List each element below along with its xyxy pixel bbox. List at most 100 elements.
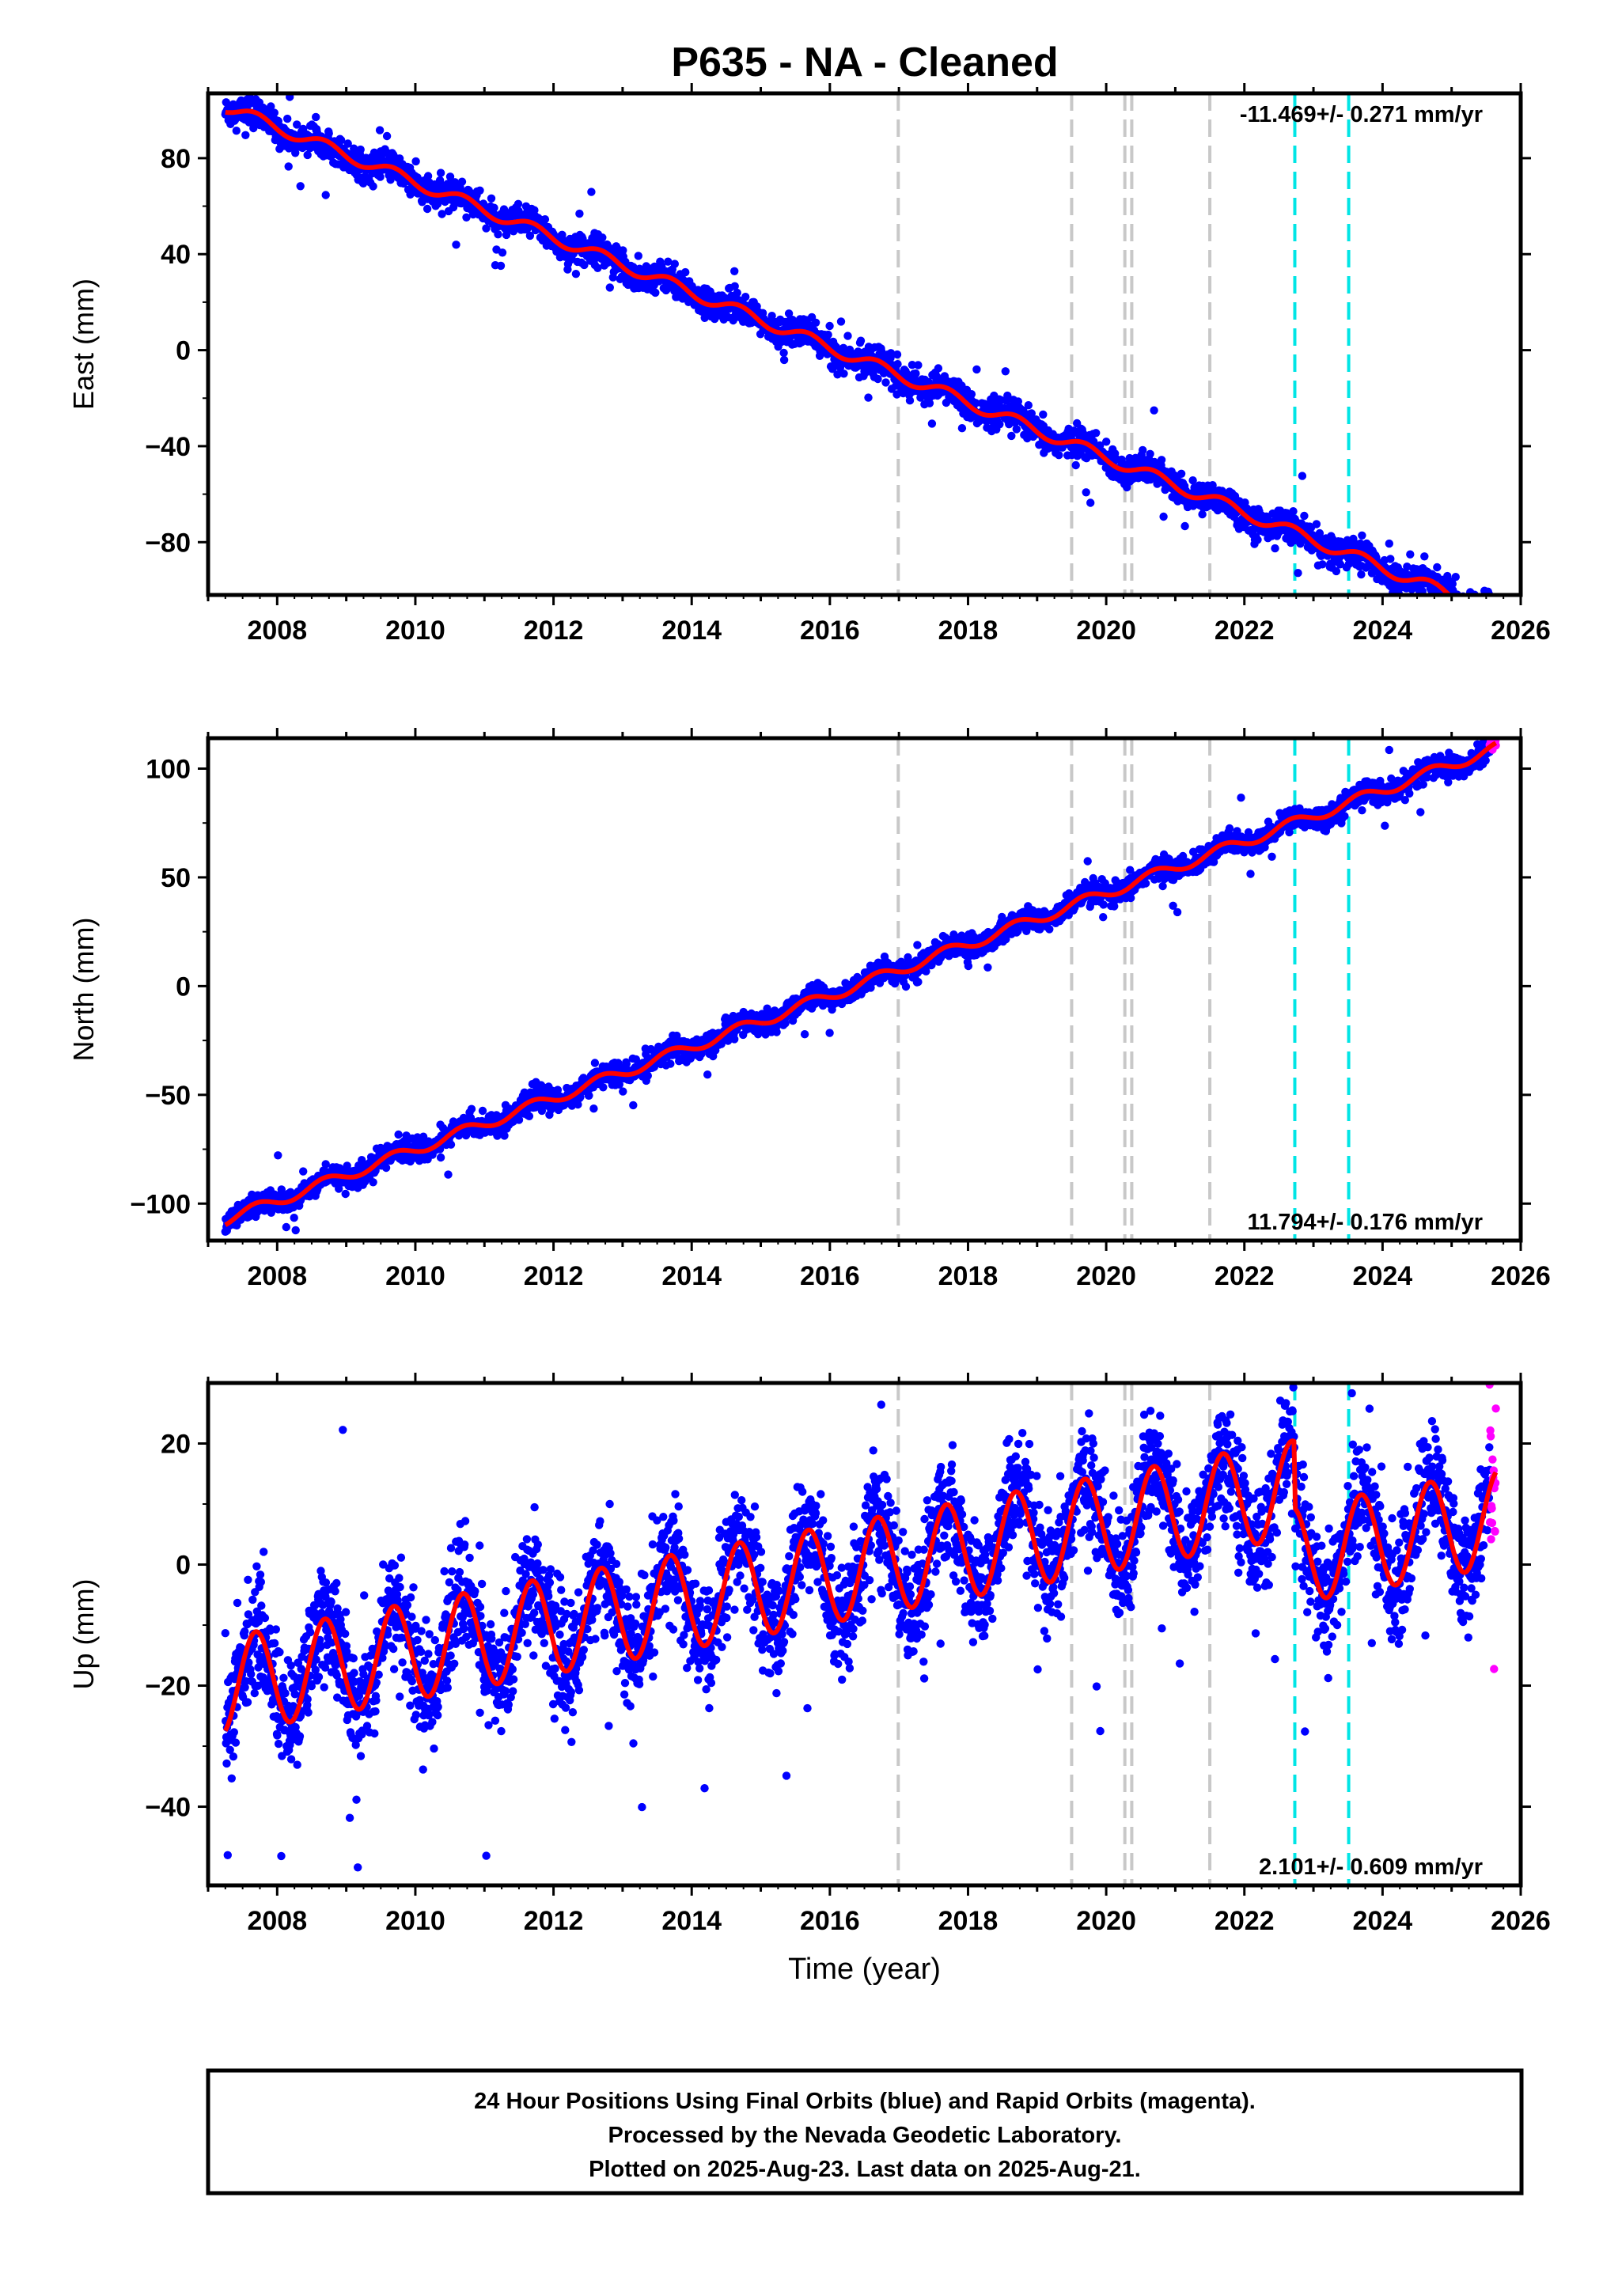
data-point	[874, 374, 882, 384]
data-point	[1477, 597, 1485, 604]
data-point	[1092, 429, 1101, 438]
y-axis-label: East (mm)	[67, 278, 100, 410]
data-point	[1460, 608, 1468, 616]
data-point	[666, 1059, 675, 1068]
data-point	[619, 246, 627, 255]
data-point	[1479, 603, 1487, 611]
data-point	[580, 260, 589, 270]
data-point	[1332, 566, 1341, 576]
data-point	[411, 157, 420, 166]
data-point	[1329, 601, 1337, 609]
data-point	[1478, 604, 1486, 612]
data-point	[1472, 600, 1480, 608]
data-point	[730, 282, 739, 290]
data-point	[452, 241, 460, 249]
y-tick-label: −80	[145, 528, 191, 558]
data-point	[291, 149, 300, 157]
data-point	[436, 1153, 445, 1162]
data-point	[1472, 600, 1480, 608]
data-point	[337, 136, 346, 145]
data-point	[1458, 606, 1466, 614]
x-tick-label: 2012	[524, 616, 584, 646]
data-point	[1470, 604, 1478, 612]
data-point	[1490, 606, 1498, 614]
data-point	[934, 364, 943, 373]
data-point	[274, 1151, 282, 1160]
data-point	[445, 172, 455, 181]
data-point	[892, 350, 902, 359]
data-point	[1486, 602, 1494, 610]
data-point	[1472, 643, 1480, 651]
data-point	[599, 1083, 608, 1092]
data-point	[1467, 607, 1475, 615]
x-tick-label: 2016	[800, 616, 860, 646]
data-point	[1467, 611, 1475, 619]
data-point	[1465, 605, 1473, 613]
data-point	[1294, 569, 1302, 578]
data-point	[277, 1185, 286, 1194]
final-orbit-points	[221, 738, 1494, 1237]
data-point	[1468, 615, 1476, 623]
data-point	[730, 1035, 739, 1044]
data-point	[914, 361, 923, 369]
data-point	[487, 194, 496, 203]
data-point	[1468, 610, 1476, 618]
data-point	[1420, 552, 1429, 561]
data-point	[1457, 604, 1465, 612]
data-point	[1159, 512, 1168, 521]
data-point	[324, 129, 333, 138]
data-point	[1003, 391, 1012, 400]
data-point	[1453, 601, 1461, 609]
data-point	[800, 1030, 809, 1039]
x-axis: 2008 2010 2012 2014 2016 2018 2020 2022 2024 2026	[207, 83, 1551, 646]
data-point	[1198, 510, 1207, 519]
data-point	[444, 1170, 453, 1179]
data-point	[1465, 606, 1472, 614]
data-point	[839, 369, 848, 378]
data-point	[525, 231, 535, 241]
data-point	[1488, 598, 1496, 606]
final-orbit-points	[221, 93, 1494, 651]
data-point	[833, 370, 842, 379]
data-point	[1454, 596, 1462, 604]
data-point	[1082, 488, 1090, 497]
data-point	[1385, 539, 1394, 548]
data-point	[1012, 425, 1021, 434]
data-point	[438, 210, 446, 218]
data-point	[1461, 604, 1468, 612]
data-point	[1453, 608, 1461, 616]
data-point	[321, 1160, 330, 1169]
data-point	[911, 369, 920, 378]
data-point	[498, 248, 507, 257]
data-point	[825, 321, 834, 331]
data-point	[1441, 603, 1449, 611]
data-point	[1487, 601, 1495, 609]
data-point	[1480, 611, 1487, 619]
data-point	[525, 1112, 534, 1121]
data-point	[241, 131, 250, 139]
data-point	[1312, 520, 1321, 529]
data-point	[1487, 604, 1495, 612]
data-point	[291, 1226, 300, 1235]
data-point	[343, 139, 352, 148]
data-point	[1463, 609, 1471, 617]
data-point	[1465, 606, 1473, 614]
data-point	[303, 150, 312, 160]
data-point	[784, 309, 794, 318]
data-point	[1457, 601, 1465, 608]
east-panel: 2008 2010 2012 2014 2016 2018 2020 2022 2024 2026…	[67, 83, 1551, 651]
data-point	[1486, 606, 1494, 614]
data-point	[1450, 597, 1457, 605]
data-point	[1464, 613, 1472, 621]
data-point	[1469, 616, 1477, 623]
data-point	[1461, 604, 1468, 612]
data-point	[478, 1106, 487, 1116]
data-point	[1488, 597, 1496, 605]
data-point	[836, 317, 846, 326]
data-point	[467, 1104, 476, 1113]
data-point	[1479, 610, 1487, 618]
data-point	[1450, 601, 1458, 608]
data-point	[1484, 606, 1491, 614]
data-point	[1177, 469, 1186, 478]
